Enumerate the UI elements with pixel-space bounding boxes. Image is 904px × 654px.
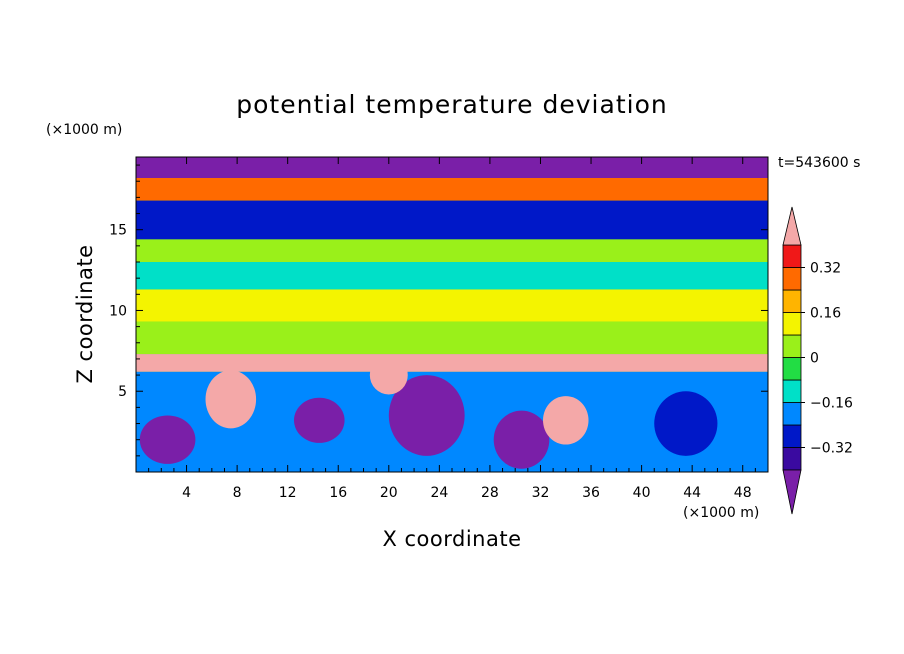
colorbar-segment [782, 424, 802, 448]
x-tick-label: 16 [329, 485, 347, 501]
colorbar-label: −0.16 [810, 396, 853, 412]
field-feature-7 [369, 355, 408, 395]
colorbar: 0.32 0.16 0 −0.16 −0.32 [782, 206, 853, 515]
field-feature-1 [205, 370, 257, 429]
chart-title: potential temperature deviation [236, 90, 667, 119]
field-band-6 [136, 321, 768, 355]
colorbar-segment [782, 312, 802, 336]
colorbar-segment [782, 402, 802, 426]
field-band-3 [136, 239, 768, 262]
colorbar-segment [782, 447, 802, 471]
field-band-2 [136, 200, 768, 240]
x-tick-label: 8 [233, 485, 242, 501]
colorbar-segment [782, 244, 802, 268]
colorbar-label: 0 [810, 351, 819, 367]
x-axis-label: X coordinate [382, 527, 521, 551]
x-tick-label: 40 [633, 485, 651, 501]
x-tick-label: 44 [683, 485, 701, 501]
colorbar-label: 0.16 [810, 306, 841, 322]
field-feature-5 [543, 396, 589, 445]
colorbar-segment [782, 357, 802, 381]
x-tick-label: 20 [380, 485, 398, 501]
colorbar-label: 0.32 [810, 261, 841, 277]
field-feature-2 [294, 397, 345, 443]
colorbar-top-arrow [782, 206, 802, 246]
field-band-0 [136, 157, 768, 178]
colorbar-segment [782, 289, 802, 313]
field-band-5 [136, 289, 768, 322]
x-axis-ticks: 4 8 12 16 20 24 28 32 36 40 44 48 [148, 157, 756, 501]
colorbar-bottom-arrow [782, 469, 802, 515]
field-band-7 [136, 354, 768, 372]
field-feature-6 [654, 391, 718, 456]
field-feature-3 [388, 375, 465, 456]
x-tick-label: 48 [734, 485, 752, 501]
field-band-1 [136, 178, 768, 201]
x-tick-label: 32 [532, 485, 550, 501]
x-tick-label: 24 [430, 485, 448, 501]
contour-field [136, 157, 768, 472]
x-tick-label: 28 [481, 485, 499, 501]
y-tick-label: 5 [118, 384, 127, 400]
y-axis-label: Z coordinate [73, 244, 97, 383]
x-tick-label: 4 [182, 485, 191, 501]
y-tick-label: 15 [109, 223, 127, 239]
x-tick-label: 36 [582, 485, 600, 501]
field-feature-0 [139, 415, 196, 464]
field-feature-4 [493, 410, 550, 469]
y-axis-unit: (×1000 m) [46, 122, 122, 138]
colorbar-segment [782, 267, 802, 291]
colorbar-segment [782, 334, 802, 358]
field-band-4 [136, 262, 768, 290]
colorbar-label: −0.32 [810, 441, 853, 457]
colorbar-segment [782, 379, 802, 403]
y-tick-label: 10 [109, 303, 127, 319]
x-tick-label: 12 [279, 485, 297, 501]
time-stamp: t=543600 s [778, 155, 860, 171]
x-axis-unit: (×1000 m) [683, 505, 759, 521]
y-axis-ticks: 5 10 15 [109, 164, 768, 457]
